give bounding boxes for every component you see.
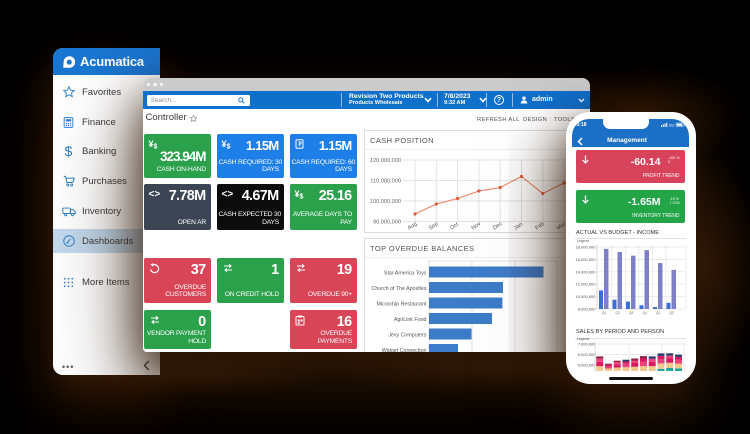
svg-text:120,000,000: 120,000,000 xyxy=(370,158,401,164)
svg-text:Nov: Nov xyxy=(471,221,483,232)
svg-text:10,000,000: 10,000,000 xyxy=(575,294,596,299)
svg-text:Church of The Apostles: Church of The Apostles xyxy=(372,286,427,292)
svg-text:5,000,000: 5,000,000 xyxy=(577,363,596,368)
svg-text:110,000,000: 110,000,000 xyxy=(370,179,401,185)
svg-text:6,000,000: 6,000,000 xyxy=(577,352,596,357)
svg-text:Q4: Q4 xyxy=(642,311,646,315)
svg-text:Mar: Mar xyxy=(556,221,567,232)
svg-text:Jevy Computers: Jevy Computers xyxy=(388,333,427,339)
svg-text:Legend: Legend xyxy=(577,337,589,341)
svg-text:AgriLink Food: AgriLink Food xyxy=(394,317,427,323)
svg-text:8,000,000: 8,000,000 xyxy=(577,307,596,312)
svg-text:Oct: Oct xyxy=(449,221,460,231)
svg-text:Aug: Aug xyxy=(407,221,419,232)
svg-text:16,000,000: 16,000,000 xyxy=(575,257,596,262)
svg-text:Q2: Q2 xyxy=(615,311,619,315)
svg-text:7,000,000: 7,000,000 xyxy=(577,342,596,347)
svg-text:18,000,000: 18,000,000 xyxy=(575,245,596,250)
svg-text:14,000,000: 14,000,000 xyxy=(575,269,596,274)
svg-text:Jan: Jan xyxy=(513,222,524,232)
svg-text:Q3: Q3 xyxy=(629,311,633,315)
svg-text:90,000,000: 90,000,000 xyxy=(373,220,401,226)
svg-text:Q1: Q1 xyxy=(656,311,660,315)
svg-text:100,000,000: 100,000,000 xyxy=(370,199,401,205)
svg-text:Microchip Restaurant: Microchip Restaurant xyxy=(376,302,427,308)
svg-text:Star America Toys: Star America Toys xyxy=(384,271,427,277)
svg-text:5G: 5G xyxy=(669,123,674,128)
svg-text:Dec: Dec xyxy=(492,221,504,232)
svg-text:Widget Connection: Widget Connection xyxy=(382,348,427,352)
svg-text:Q2: Q2 xyxy=(669,311,673,315)
svg-text:Feb: Feb xyxy=(535,221,546,231)
svg-text:$: $ xyxy=(65,144,73,159)
svg-text:Legend: Legend xyxy=(577,239,589,243)
svg-text:Sep: Sep xyxy=(428,221,440,232)
svg-text:Q1: Q1 xyxy=(602,311,606,315)
svg-text:12,000,000: 12,000,000 xyxy=(575,282,596,287)
